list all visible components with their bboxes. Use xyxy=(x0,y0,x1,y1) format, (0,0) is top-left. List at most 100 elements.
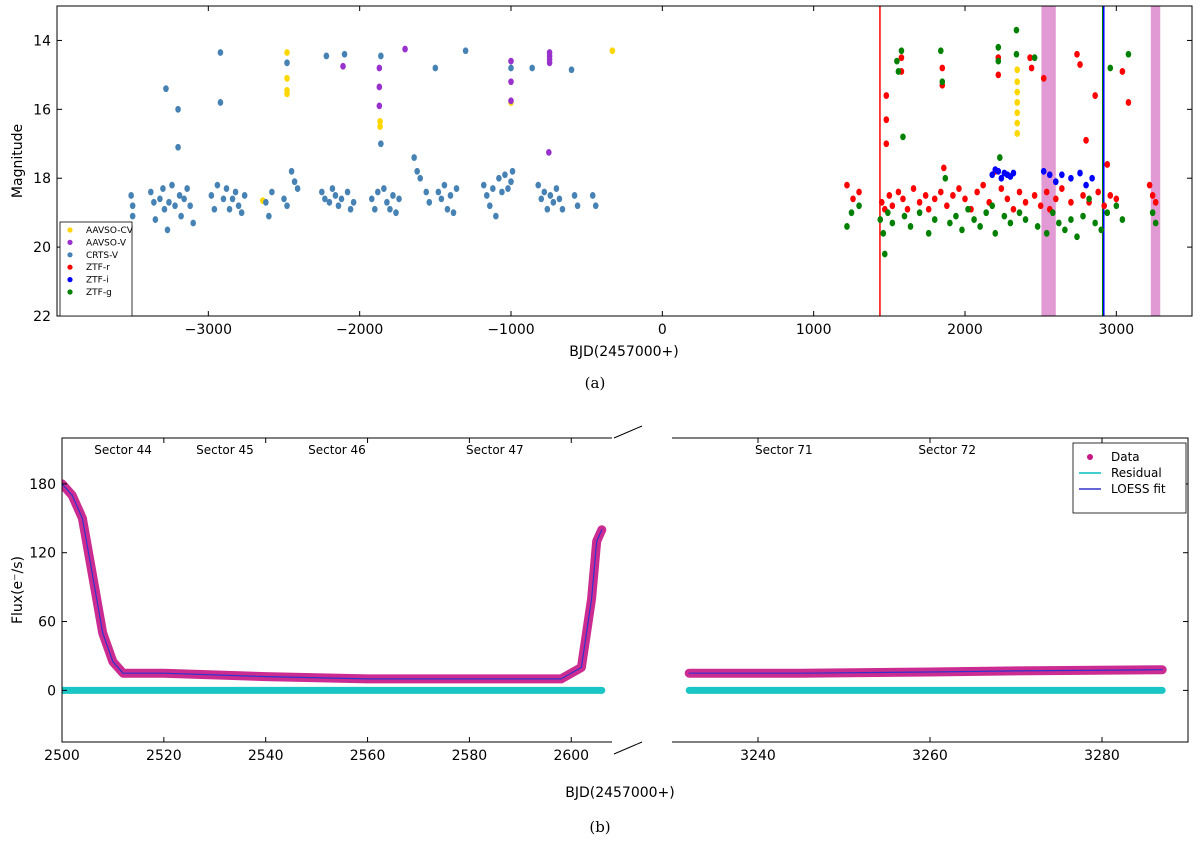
a-point-aavso-cv xyxy=(284,49,290,56)
a-point-crts-v xyxy=(152,216,159,223)
a-point-aavso-v xyxy=(402,45,408,53)
a-point-ztf-r xyxy=(895,188,902,196)
a-point-ztf-i xyxy=(1077,169,1083,177)
b-x-axis-label: BJD(2457000+) xyxy=(565,785,675,801)
a-point-crts-v xyxy=(284,59,290,67)
a-point-ztf-r xyxy=(898,54,905,62)
a-point-aavso-cv xyxy=(1014,78,1021,86)
a-xtick-label: 1000 xyxy=(796,322,832,338)
a-y-axis: 14 16 18 20 22 xyxy=(33,33,1192,325)
a-point-crts-v xyxy=(378,52,384,60)
a-y-axis-label: Magnitude xyxy=(10,124,26,198)
a-point-crts-v xyxy=(220,195,227,203)
a-point-crts-v xyxy=(450,209,457,217)
a-point-crts-v xyxy=(332,192,339,199)
a-point-crts-v xyxy=(384,198,390,206)
a-point-aavso-v xyxy=(508,97,514,105)
a-point-aavso-cv xyxy=(1014,66,1021,74)
a-xtick-label: 0 xyxy=(658,322,667,338)
a-point-crts-v xyxy=(589,192,596,199)
a-xtick-label: −3000 xyxy=(185,322,232,338)
a-point-crts-v xyxy=(151,198,157,206)
a-legend-marker-ztf-g xyxy=(67,289,73,295)
a-point-crts-v xyxy=(226,205,233,213)
a-point-ztf-g xyxy=(1104,209,1111,217)
a-point-crts-v xyxy=(423,188,430,196)
a-point-ztf-g xyxy=(900,133,906,141)
b-ytick-label: 180 xyxy=(29,477,56,493)
a-point-ztf-g xyxy=(1049,209,1056,217)
a-point-ztf-r xyxy=(910,185,917,192)
a-point-crts-v xyxy=(263,198,269,206)
a-point-crts-v xyxy=(181,195,187,203)
a-point-ztf-g xyxy=(889,219,896,227)
a-point-aavso-v xyxy=(546,148,552,156)
a-point-crts-v xyxy=(322,195,328,203)
a-point-crts-v xyxy=(338,195,345,203)
b-xtick-label: 3280 xyxy=(1084,748,1120,764)
a-point-aavso-cv xyxy=(1014,109,1021,117)
b-line-loess-fit-1 xyxy=(688,669,1163,674)
a-point-crts-v xyxy=(426,198,433,206)
a-series-aavso-v xyxy=(340,45,553,156)
a-point-ztf-r xyxy=(925,205,932,213)
a-point-ztf-r xyxy=(900,195,906,203)
a-point-crts-v xyxy=(381,185,387,192)
b-legend: Data Residual LOESS fit xyxy=(1072,442,1187,514)
a-point-crts-v xyxy=(326,198,333,206)
a-point-ztf-r xyxy=(922,192,929,199)
a-point-ztf-g xyxy=(1092,219,1098,227)
b-xtick-label: 3260 xyxy=(912,748,948,764)
a-xtick-label: −2000 xyxy=(336,322,383,338)
a-point-ztf-g xyxy=(1001,212,1008,220)
a-point-crts-v xyxy=(378,140,384,148)
a-point-crts-v xyxy=(241,192,248,199)
a-point-aavso-cv xyxy=(1014,99,1021,106)
a-point-crts-v xyxy=(556,195,563,203)
a-point-crts-v xyxy=(508,64,514,72)
a-point-crts-v xyxy=(214,181,221,189)
a-xtick-label: 2000 xyxy=(947,322,983,338)
a-point-ztf-g xyxy=(1119,216,1126,223)
a-point-ztf-r xyxy=(1016,188,1023,196)
b-sector-label-sector-72: Sector 72 xyxy=(918,443,976,457)
b-y-axis: 0 60 120 180 xyxy=(29,477,1188,699)
a-point-crts-v xyxy=(175,143,181,151)
a-point-crts-v xyxy=(571,192,578,199)
a-point-crts-v xyxy=(393,209,399,217)
a-point-crts-v xyxy=(480,181,487,189)
a-point-ztf-g xyxy=(931,216,938,223)
a-point-aavso-cv xyxy=(284,74,290,82)
a-point-crts-v xyxy=(568,66,575,74)
light-curve-panel-a: −3000 −2000 −1000 0 1000 2000 3000 1416182022 … xyxy=(10,5,1193,392)
a-point-crts-v xyxy=(175,105,181,113)
b-line-data-0 xyxy=(62,479,607,684)
a-point-aavso-v xyxy=(376,102,383,110)
a-point-crts-v xyxy=(178,212,184,220)
a-point-crts-v xyxy=(329,185,336,192)
b-sector-label-sector-45: Sector 45 xyxy=(196,443,254,457)
a-point-ztf-i xyxy=(1068,174,1074,182)
a-point-crts-v xyxy=(535,181,542,189)
a-point-ztf-g xyxy=(995,57,1002,65)
a-point-ztf-r xyxy=(1152,198,1159,206)
a-point-crts-v xyxy=(432,64,439,72)
a-point-ztf-g xyxy=(1068,216,1074,223)
a-point-ztf-g xyxy=(1062,226,1068,234)
a-point-ztf-g xyxy=(1022,216,1029,223)
a-point-ztf-r xyxy=(1077,61,1083,68)
a-point-ztf-g xyxy=(856,202,862,210)
a-point-crts-v xyxy=(441,181,448,189)
a-point-ztf-g xyxy=(1016,209,1023,217)
b-sector-label-sector-47: Sector 47 xyxy=(466,443,524,457)
a-point-ztf-r xyxy=(1125,99,1132,106)
a-point-crts-v xyxy=(184,185,190,192)
b-axis-break-mark-bottom xyxy=(613,741,643,755)
a-x-axis-label: BJD(2457000+) xyxy=(569,344,679,360)
a-point-crts-v xyxy=(166,198,172,206)
a-point-ztf-r xyxy=(1010,205,1017,213)
a-series-ztf-i xyxy=(989,166,1095,189)
a-point-ztf-r xyxy=(1107,192,1114,199)
a-point-aavso-cv xyxy=(377,117,383,125)
a-legend-marker-aavso-cv xyxy=(67,227,73,233)
